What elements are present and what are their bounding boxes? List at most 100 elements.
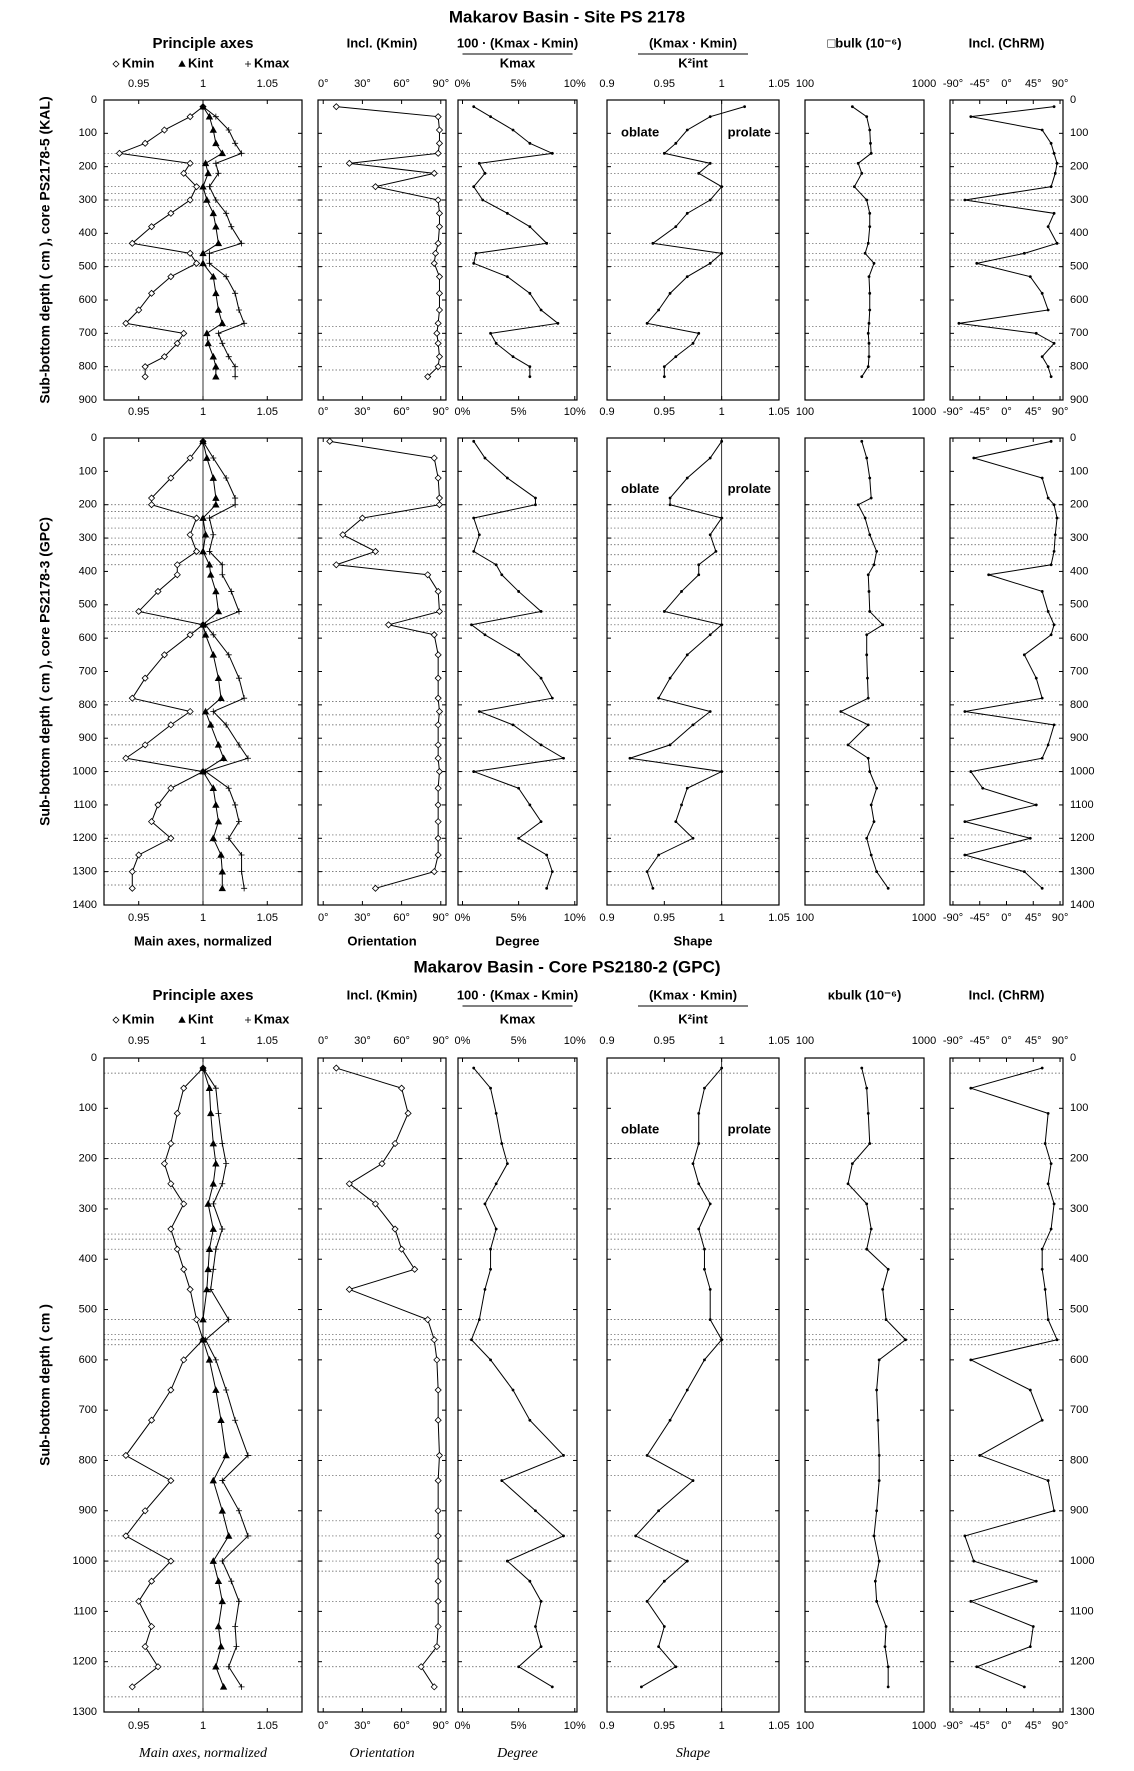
y-tick-label: 800: [79, 1454, 97, 1466]
y-tick-label: 0: [1070, 94, 1076, 106]
x-tick-label: 90°: [432, 912, 449, 924]
x-tick-label: 0°: [1001, 1720, 1012, 1732]
point: [218, 1597, 226, 1605]
y-tick-label: 400: [1070, 565, 1088, 577]
x-tick-label: 90°: [432, 1035, 449, 1047]
point: [193, 1316, 201, 1324]
point: [214, 817, 223, 825]
point: [424, 571, 432, 579]
point: [225, 785, 232, 792]
point: [232, 1417, 239, 1424]
point: [483, 633, 487, 637]
panel-frame: [804, 1057, 925, 1713]
point: [207, 1109, 215, 1117]
point: [1049, 375, 1053, 379]
y-tick-label: 800: [1070, 361, 1088, 373]
point: [398, 1245, 406, 1253]
point: [1052, 151, 1056, 155]
point: [860, 1066, 864, 1070]
point: [1055, 161, 1059, 165]
point: [483, 171, 487, 175]
point: [238, 240, 245, 247]
annotation: prolate: [728, 124, 771, 139]
point: [212, 1159, 220, 1167]
point: [233, 1643, 240, 1650]
point: [135, 1597, 143, 1605]
point: [1034, 803, 1038, 807]
x-tick-label: -45°: [970, 1720, 990, 1732]
point: [236, 1598, 242, 1605]
annotation: prolate: [728, 1121, 771, 1136]
point: [209, 126, 217, 133]
x-tick-label: 30°: [354, 1720, 371, 1732]
point: [201, 159, 210, 167]
point: [969, 1358, 973, 1362]
point: [846, 1182, 850, 1186]
x-tick-label: 45°: [1025, 406, 1042, 418]
point: [238, 1683, 245, 1690]
point: [148, 223, 156, 231]
point: [1043, 1142, 1047, 1145]
point: [434, 1532, 442, 1540]
point: [217, 1642, 225, 1650]
point: [668, 503, 672, 507]
point: [863, 251, 867, 255]
point: [708, 456, 712, 460]
y-axis-label: Sub-bottom depth ( cm ), core PS2178-5 (…: [37, 96, 53, 403]
panel-frame: [804, 99, 925, 401]
x-tick-label: 0°: [318, 1035, 329, 1047]
point: [868, 225, 872, 229]
point: [238, 868, 245, 875]
point: [846, 743, 850, 747]
point: [1049, 1162, 1053, 1166]
point: [167, 1557, 175, 1565]
point: [969, 1086, 973, 1090]
point: [500, 573, 504, 577]
point: [489, 1086, 492, 1090]
point: [868, 308, 872, 312]
x-tick-label: 60°: [393, 912, 410, 924]
y-tick-label: 900: [1070, 732, 1088, 744]
point: [500, 1142, 504, 1145]
point: [691, 1479, 695, 1482]
x-tick-label: 1.05: [257, 1035, 278, 1047]
point: [434, 339, 442, 347]
point: [206, 183, 213, 190]
panel-frame: [317, 437, 447, 906]
y-tick-label: 700: [79, 1404, 97, 1416]
point: [539, 820, 543, 824]
point: [434, 754, 442, 762]
point: [180, 1356, 188, 1364]
panel-frame: [606, 1057, 780, 1713]
y-tick-label: 300: [1070, 194, 1088, 206]
point: [212, 494, 220, 501]
point: [511, 1388, 515, 1392]
point: [398, 1084, 406, 1092]
point: [489, 1267, 492, 1271]
point: [703, 1358, 706, 1362]
point: [528, 225, 532, 229]
point: [434, 1507, 442, 1515]
y-tick-label: 200: [79, 161, 97, 173]
point: [662, 1625, 666, 1628]
point: [963, 853, 967, 857]
point: [1052, 550, 1056, 553]
point: [199, 547, 207, 555]
y-tick-label: 1100: [1070, 799, 1094, 811]
point: [963, 710, 967, 713]
point: [645, 321, 649, 325]
x-tick-label: 1.05: [768, 1035, 789, 1047]
y-tick-label: 1300: [1070, 866, 1094, 878]
point: [225, 1532, 233, 1539]
point: [1052, 723, 1056, 727]
point: [489, 1358, 492, 1362]
point: [241, 695, 248, 702]
point: [470, 1338, 473, 1342]
point: [691, 1162, 695, 1166]
point: [435, 139, 444, 147]
point: [720, 439, 724, 443]
panel-title-denominator: K²int: [678, 55, 708, 70]
point: [186, 113, 194, 121]
x-tick-label: 0.9: [599, 1035, 614, 1047]
point: [477, 1318, 481, 1321]
